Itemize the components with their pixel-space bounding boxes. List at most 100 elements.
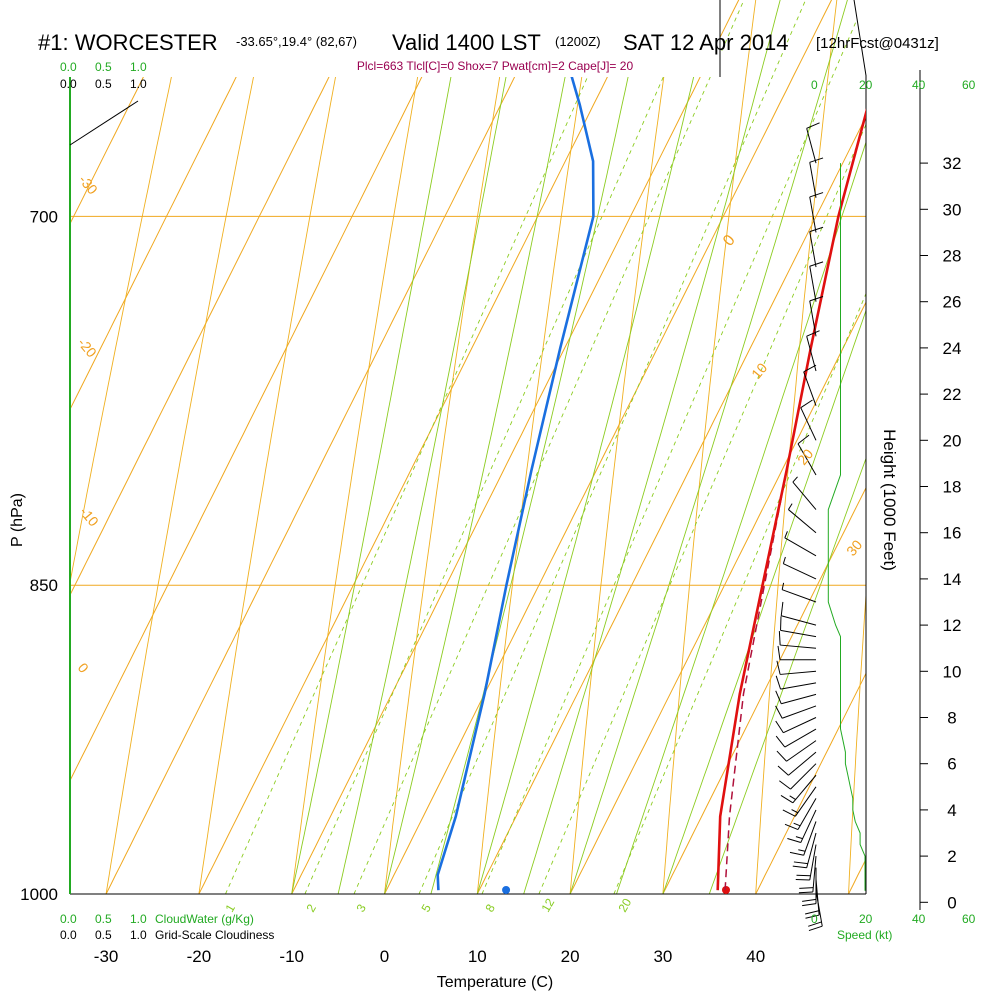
wind-barb-flag xyxy=(805,910,819,915)
wind-barb xyxy=(809,157,824,198)
wind-barb-staff xyxy=(806,832,817,868)
isotherm-line xyxy=(291,0,866,894)
wind-barb-staff xyxy=(788,751,817,776)
wind-barb-staff xyxy=(780,670,817,675)
mixing-ratio-line xyxy=(304,0,866,894)
temperature-tick-label: 10 xyxy=(468,947,487,966)
wind-barb xyxy=(784,798,817,830)
speed-axis-label: Speed (kt) xyxy=(837,928,892,942)
wind-barb xyxy=(800,399,817,441)
x-axis-title: Temperature (C) xyxy=(437,974,553,991)
wind-barb-flag xyxy=(799,887,814,889)
wind-barb-staff xyxy=(780,644,817,649)
height-tick-label: 16 xyxy=(943,524,962,543)
wind-barb-flag xyxy=(776,660,781,675)
wind-barb-staff xyxy=(797,798,817,830)
wind-barb xyxy=(776,740,817,762)
wind-barb-flag xyxy=(781,582,785,590)
dry-adiabat-line xyxy=(198,0,758,894)
mixing-ratio-line xyxy=(225,0,866,894)
wind-barb-staff xyxy=(809,196,817,233)
speed-tick-top-0: 0 xyxy=(811,78,818,92)
temperature-tick-label: -30 xyxy=(94,947,119,966)
height-tick-label: 18 xyxy=(943,478,962,497)
wind-barb-staff xyxy=(812,856,817,893)
isotherm-label: -30 xyxy=(76,172,101,198)
speed-tick-bottom-3: 60 xyxy=(962,912,976,926)
isotherm-label-zero: 0 xyxy=(720,232,739,250)
cloudwater-label: CloudWater (g/Kg) xyxy=(155,912,254,926)
wind-barb xyxy=(787,809,817,844)
wind-barb xyxy=(809,192,824,233)
sounding-series xyxy=(436,0,866,891)
wind-barb-flag xyxy=(775,720,784,733)
wind-barb-staff xyxy=(784,728,817,748)
wind-barb xyxy=(798,856,817,894)
isotherm-line xyxy=(476,0,866,894)
wind-barb-flag xyxy=(809,226,824,233)
wind-barb-flag xyxy=(803,364,817,373)
zulu-time: (1200Z) xyxy=(555,34,601,49)
wind-barb-flag xyxy=(789,795,796,800)
mixing-ratio-label: 12 xyxy=(538,896,557,915)
wind-barb-flag xyxy=(809,296,824,302)
forecast-info: [12hrFcst@0431z] xyxy=(816,35,939,52)
wind-barb-flag xyxy=(798,891,813,894)
cloudwater-tick-bottom-1: 0.5 xyxy=(95,912,112,926)
wind-barb xyxy=(775,728,817,748)
isotherm-label: 30 xyxy=(843,537,865,559)
wind-barb-staff xyxy=(803,371,817,406)
dewpoint-profile-line xyxy=(436,0,866,891)
wind-barb xyxy=(805,879,820,919)
height-tick-label: 2 xyxy=(947,847,956,866)
cloudwater-tick-top-2: 1.0 xyxy=(130,60,147,74)
isotherm-line xyxy=(70,0,866,894)
temperature-tick-label: 20 xyxy=(561,947,580,966)
mixing-ratio-label: 3 xyxy=(353,901,369,914)
wind-barb-flag xyxy=(780,795,794,804)
cloudwater-tick-top-0: 0.0 xyxy=(60,60,77,74)
wind-barb-flag xyxy=(793,822,801,827)
dry-adiabat-line xyxy=(569,0,866,894)
height-tick-label: 32 xyxy=(943,154,962,173)
wind-barb-flag xyxy=(777,765,789,776)
isotherm-label: 0 xyxy=(75,660,92,676)
cloudwater-tick-bottom-0: 0.0 xyxy=(60,912,77,926)
wind-barb-flag xyxy=(808,925,823,932)
wind-barb xyxy=(806,330,820,372)
y-axis-title: P (hPa) xyxy=(9,493,26,547)
isotherm-line xyxy=(70,0,608,894)
wind-barb-staff xyxy=(782,589,817,603)
wind-barb-staff xyxy=(797,443,817,476)
moist-adiabat-line xyxy=(291,0,730,894)
wind-barb xyxy=(777,751,817,776)
isotherm-line xyxy=(198,0,866,894)
wind-barb-flag xyxy=(806,330,820,337)
wind-barb-staff xyxy=(783,717,817,734)
wind-barb xyxy=(780,601,817,626)
wind-barb-flag xyxy=(809,261,824,267)
wind-barb xyxy=(779,763,817,790)
speed-tick-bottom-0: 0 xyxy=(811,912,818,926)
wind-barb xyxy=(792,832,817,869)
height-tick-label: 0 xyxy=(947,893,956,912)
height-tick-label: 8 xyxy=(947,709,956,728)
wind-barb xyxy=(778,631,817,649)
cloudiness-tick-bottom-2: 1.0 xyxy=(130,928,147,942)
wind-barb-flag xyxy=(780,601,784,616)
wind-barb xyxy=(806,122,820,164)
dry-adiabat-line xyxy=(384,0,866,894)
wind-barb xyxy=(781,582,817,603)
wind-barb-staff xyxy=(786,740,817,762)
wind-barb-staff xyxy=(783,563,817,580)
wind-barb-staff xyxy=(792,774,817,804)
wind-barb-flag xyxy=(792,476,798,483)
mixing-ratio-label: 5 xyxy=(418,901,434,914)
isotherm-line xyxy=(662,0,866,894)
wind-barb-staff xyxy=(806,336,817,372)
wind-barb-flag xyxy=(776,750,787,762)
isotherm-line xyxy=(70,0,866,894)
cloudiness-tick-top-1: 0.5 xyxy=(95,77,112,91)
wind-barb xyxy=(792,476,817,510)
wind-barb-staff xyxy=(782,705,817,719)
